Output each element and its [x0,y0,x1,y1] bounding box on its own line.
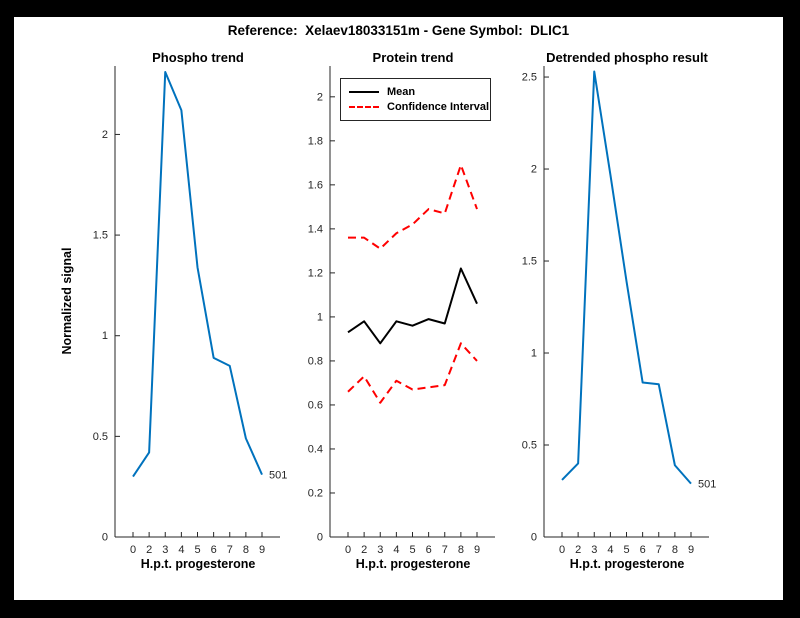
y-tick-label: 1 [102,330,108,342]
legend-label-mean: Mean [387,86,416,98]
x-tick-label: 2 [361,544,367,556]
endpoint-annotation: 501 [698,479,716,491]
x-tick-label: 5 [194,544,200,556]
series-line-confidence-interval-upper [348,164,478,250]
matlab-figure: Reference: Xelaev18033151m - Gene Symbol… [14,17,783,600]
subplot3-x-axis-label: H.p.t. progesterone [569,557,685,571]
x-tick-label: 6 [426,544,432,556]
x-tick-label: 6 [211,544,217,556]
y-tick-label: 0 [102,532,108,544]
x-tick-label: 8 [458,544,464,556]
y-tick-label: 1 [531,348,537,360]
x-tick-label: 8 [672,544,678,556]
x-tick-label: 3 [377,544,383,556]
x-tick-label: 0 [559,544,565,556]
subplot3-title: Detrended phospho result [546,50,708,65]
subplot-2: 0 2 3 4 5 6 7 8 900.20.40.60.811.21.41.61.82 [308,66,495,556]
x-tick-label: 3 [591,544,597,556]
x-tick-label: 9 [474,544,480,556]
mean-line-swatch [349,91,379,93]
y-tick-label: 0.5 [522,440,537,452]
series-line-confidence-interval-lower [347,342,478,404]
x-tick-label: 5 [409,544,415,556]
endpoint-annotation: 501 [269,470,287,482]
y-tick-label: 2 [531,164,537,176]
legend-label-confidence-interval: Confidence Interval [387,101,490,113]
y-tick-label: 1.5 [93,230,108,242]
y-tick-label: 2 [317,91,323,103]
x-tick-label: 3 [162,544,168,556]
x-tick-label: 2 [146,544,152,556]
y-tick-label: 0 [531,532,537,544]
y-tick-label: 0.6 [308,399,323,411]
subplot1-title: Phospho trend [152,50,244,65]
x-tick-label: 9 [259,544,265,556]
x-tick-label: 7 [227,544,233,556]
y-tick-label: 0.8 [308,355,323,367]
series-line-normalized-phospho-signal [132,71,263,478]
x-tick-label: 7 [656,544,662,556]
legend-item-confidence-interval: Confidence Interval [349,100,489,114]
subplot2-title: Protein trend [372,50,454,65]
figure-title: Reference: Xelaev18033151m - Gene Symbol… [227,23,570,38]
y-tick-label: 1.6 [308,179,323,191]
y-tick-label: 1.2 [308,267,323,279]
x-tick-label: 4 [393,544,399,556]
x-tick-label: 0 [345,544,351,556]
y-tick-label: 0 [317,532,323,544]
y-tick-label: 2 [102,129,108,141]
y-tick-label: 1 [317,311,323,323]
x-tick-label: 0 [130,544,136,556]
confidence-interval-line-swatch [349,106,379,108]
series-line-mean [347,267,478,345]
legend-item-mean: Mean [349,85,483,99]
y-tick-label: 1.4 [308,223,323,235]
x-tick-label: 5 [623,544,629,556]
x-tick-label: 8 [243,544,249,556]
x-tick-label: 7 [442,544,448,556]
y-tick-label: 1.8 [308,135,323,147]
subplot2-x-axis-label: H.p.t. progesterone [355,557,471,571]
x-tick-label: 6 [640,544,646,556]
y-tick-label: 0.5 [93,431,108,443]
series-line-detrended-phospho-signal [561,70,692,485]
x-tick-label: 2 [575,544,581,556]
subplot1-x-axis-label: H.p.t. progesterone [140,557,256,571]
legend: Mean Confidence Interval [340,78,491,121]
x-tick-label: 4 [607,544,613,556]
x-tick-label: 9 [688,544,694,556]
y-tick-label: 0.4 [308,443,323,455]
y-tick-label: 1.5 [522,256,537,268]
y-tick-label: 0.2 [308,487,323,499]
x-tick-label: 4 [178,544,184,556]
y-tick-label: 2.5 [522,72,537,84]
